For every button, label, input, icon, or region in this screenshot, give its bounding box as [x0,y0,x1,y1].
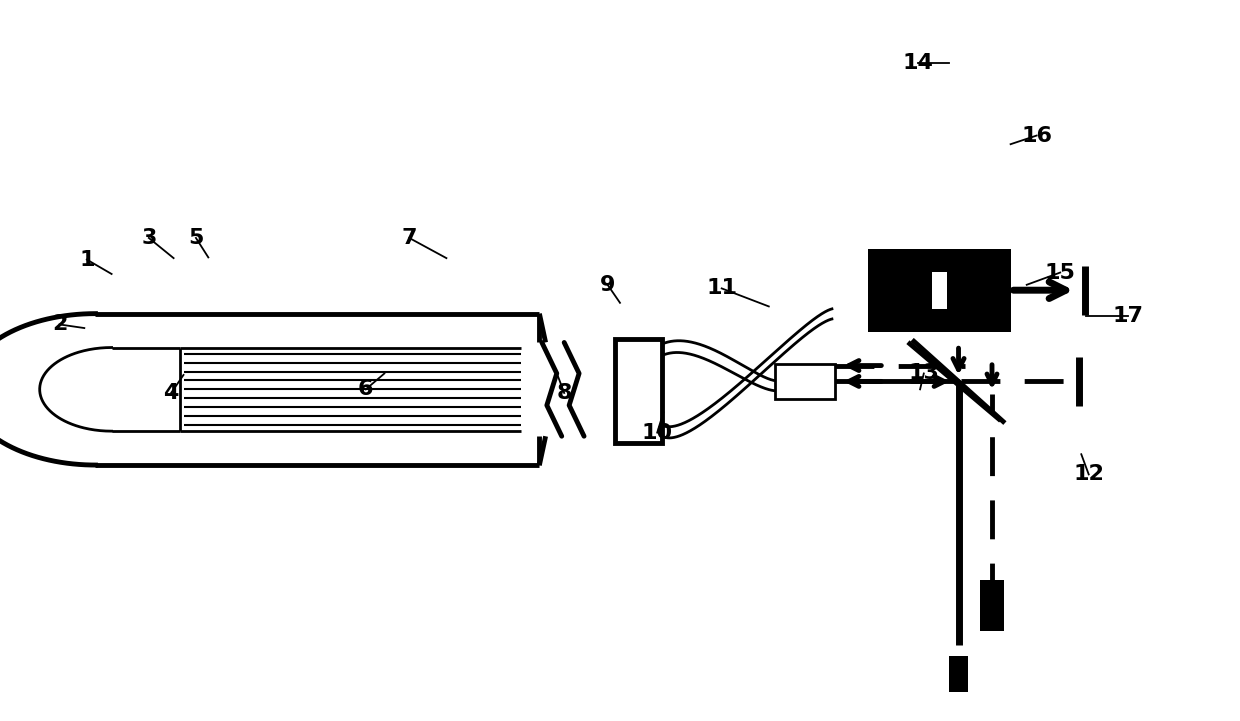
Bar [615,339,662,443]
Text: 17: 17 [1114,306,1145,326]
Text: 4: 4 [164,383,179,403]
Text: 1: 1 [79,249,94,270]
Text: 9: 9 [600,275,615,295]
Text: 11: 11 [707,278,737,298]
Bar [949,656,968,692]
Text: 3: 3 [141,228,156,248]
Text: 2: 2 [52,314,67,335]
Text: 14: 14 [903,53,932,74]
Text: 10: 10 [641,423,673,443]
Text: 15: 15 [1045,262,1075,283]
Bar [868,249,1011,332]
Text: 12: 12 [1074,464,1104,485]
Text: 6: 6 [358,379,373,399]
Text: 8: 8 [557,383,572,403]
Bar [980,580,1004,631]
Text: 16: 16 [1021,125,1052,146]
Text: 13: 13 [909,363,939,384]
Text: 5: 5 [188,228,203,248]
Bar [775,364,835,399]
Text: 7: 7 [402,228,417,248]
Bar [932,272,947,309]
